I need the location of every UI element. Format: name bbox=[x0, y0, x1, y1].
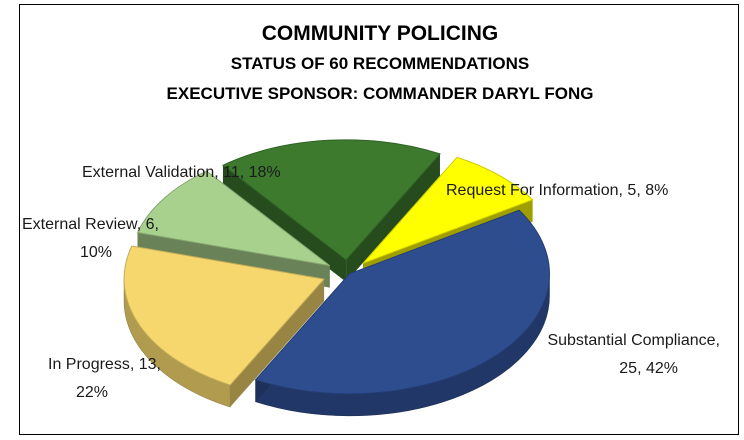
chart-frame: COMMUNITY POLICING STATUS OF 60 RECOMMEN… bbox=[19, 4, 739, 435]
data-label-external-validation: External Validation, 11, 18% bbox=[82, 164, 281, 181]
pie-slice-side-external-validation bbox=[222, 153, 440, 282]
chart-subtitle-2: EXECUTIVE SPONSOR: COMMANDER DARYL FONG bbox=[166, 84, 594, 103]
data-label-external-review: External Review, 6, 10% bbox=[22, 216, 159, 261]
chart-subtitle-1: STATUS OF 60 RECOMMENDATIONS bbox=[230, 54, 530, 73]
pie-chart: Request For Information, 5, 8% Substantia… bbox=[22, 139, 720, 417]
data-label-substantial-compliance: Substantial Compliance, 25, 42% bbox=[547, 332, 720, 377]
pie-slice-request-for-information bbox=[362, 156, 534, 264]
chart-title-block: COMMUNITY POLICING STATUS OF 60 RECOMMEN… bbox=[20, 19, 740, 109]
chart-title: COMMUNITY POLICING bbox=[261, 22, 499, 45]
pie-slice-substantial-compliance bbox=[254, 209, 550, 395]
data-label-request-for-information: Request For Information, 5, 8% bbox=[446, 182, 668, 199]
data-label-in-progress: In Progress, 13, 22% bbox=[48, 356, 161, 401]
pie-slice-external-review bbox=[136, 170, 331, 267]
pie-slice-in-progress bbox=[123, 245, 326, 386]
pie-slice-external-validation bbox=[221, 139, 441, 261]
